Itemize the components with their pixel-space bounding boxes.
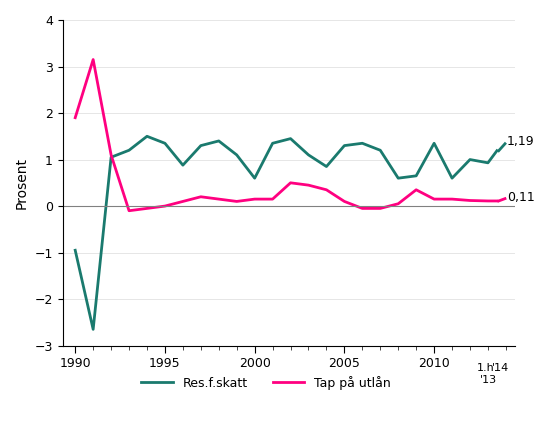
Tap på utlån [270,197,276,202]
Line: Tap på utlån: Tap på utlån [75,60,497,211]
Tap på utlån [108,152,114,158]
Res.f.skatt [359,141,366,146]
Res.f.skatt [341,143,348,148]
Res.f.skatt [233,152,240,158]
Tap på utlån [90,57,96,62]
Res.f.skatt [467,157,474,162]
Tap på utlån [493,198,500,204]
Res.f.skatt [493,148,500,153]
Res.f.skatt [305,152,312,158]
Res.f.skatt [270,141,276,146]
Tap på utlån [359,206,366,211]
Res.f.skatt [108,155,114,160]
Text: 0,11: 0,11 [507,191,535,204]
Res.f.skatt [485,160,491,166]
Res.f.skatt [323,164,330,169]
Tap på utlån [126,208,133,213]
Y-axis label: Prosent: Prosent [15,157,29,209]
Res.f.skatt [413,173,420,178]
Res.f.skatt [449,176,455,181]
Tap på utlån [144,206,150,211]
Res.f.skatt [431,141,437,146]
Line: Res.f.skatt: Res.f.skatt [75,136,497,329]
Res.f.skatt [216,138,222,144]
Tap på utlån [323,187,330,192]
Tap på utlån [216,197,222,202]
Res.f.skatt [377,148,383,153]
Text: '14: '14 [492,363,509,373]
Text: 1.h.
'13: 1.h. '13 [477,363,499,385]
Res.f.skatt [90,327,96,332]
Text: 1,19: 1,19 [507,135,535,148]
Res.f.skatt [197,143,204,148]
Tap på utlån [341,199,348,204]
Tap på utlån [251,197,258,202]
Res.f.skatt [180,162,186,168]
Tap på utlån [431,197,437,202]
Tap på utlån [377,206,383,211]
Tap på utlån [162,203,168,208]
Tap på utlån [72,115,79,120]
Tap på utlån [233,199,240,204]
Tap på utlån [180,199,186,204]
Tap på utlån [485,198,491,204]
Res.f.skatt [251,176,258,181]
Legend: Res.f.skatt, Tap på utlån: Res.f.skatt, Tap på utlån [136,371,396,395]
Tap på utlån [395,201,402,206]
Res.f.skatt [162,141,168,146]
Res.f.skatt [287,136,294,141]
Tap på utlån [197,194,204,199]
Res.f.skatt [395,176,402,181]
Tap på utlån [467,198,474,203]
Res.f.skatt [144,134,150,139]
Tap på utlån [287,180,294,185]
Res.f.skatt [126,148,133,153]
Tap på utlån [413,187,420,192]
Tap på utlån [449,197,455,202]
Tap på utlån [305,183,312,188]
Res.f.skatt [72,247,79,253]
